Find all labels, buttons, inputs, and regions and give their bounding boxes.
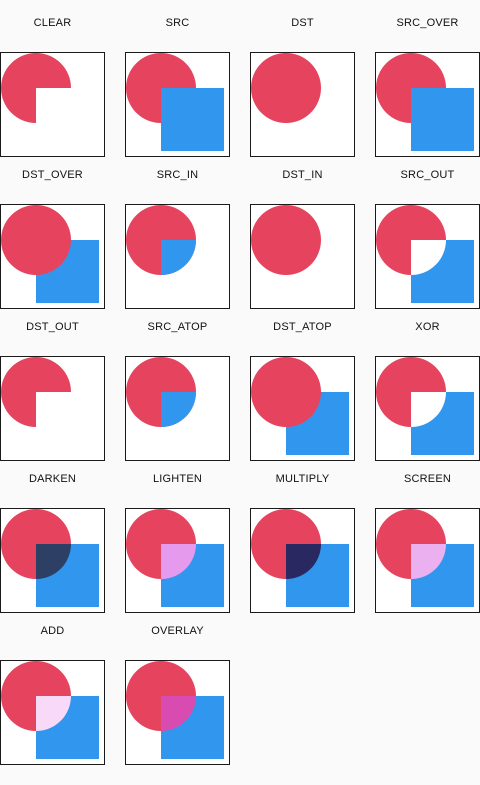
composite-preview [0,660,105,765]
dst-circle-shape [251,205,321,275]
mode-cell-dst: DST [250,7,375,159]
composite-canvas [1,205,99,303]
mode-cell-src-over: SRC_OVER [375,7,480,159]
mode-cell-dst-over: DST_OVER [0,159,125,311]
src-overlap-shape [161,240,196,275]
mode-cell-src-atop: SRC_ATOP [125,311,250,463]
composite-canvas [1,661,99,759]
composite-preview [0,508,105,613]
composite-preview [125,508,230,613]
mode-cell-add: ADD [0,615,125,767]
composite-canvas [1,357,71,427]
composite-preview [375,52,480,157]
composite-preview [250,508,355,613]
mode-cell-overlay: OVERLAY [125,615,250,767]
mode-cell-lighten: LIGHTEN [125,463,250,615]
composite-preview [250,52,355,157]
src-square-shape [411,392,474,455]
src-square-shape [411,88,474,151]
composite-canvas [126,205,196,275]
mode-cell-src: SRC [125,7,250,159]
composite-preview [375,204,480,309]
dst-circle-shape [1,53,71,123]
composite-preview [125,660,230,765]
src-square-shape [411,240,474,303]
composite-canvas [126,661,224,759]
composite-preview [0,356,105,461]
dst-circle-shape [1,357,71,427]
composite-preview [250,204,355,309]
blend-overlap-shape [161,544,196,579]
src-overlap-shape [161,392,196,427]
composite-preview [0,204,105,309]
mode-label: LIGHTEN [152,473,203,485]
mode-cell-dst-in: DST_IN [250,159,375,311]
mode-label: SRC_OUT [400,169,455,181]
composite-preview [375,356,480,461]
mode-label: OVERLAY [151,625,204,637]
blend-overlap-shape [411,544,446,579]
mode-label: SRC_IN [156,169,199,181]
composite-canvas [126,357,196,427]
mode-label: DST_ATOP [273,321,332,333]
mode-label: MULTIPLY [275,473,330,485]
mode-label: DARKEN [28,473,77,485]
blend-overlap-shape [286,544,321,579]
dst-circle-shape [251,357,321,427]
composite-preview [125,52,230,157]
composite-canvas [1,509,99,607]
mode-label: SRC [165,17,190,29]
mode-cell-screen: SCREEN [375,463,480,615]
composite-canvas [376,205,474,303]
blend-overlap-shape [36,696,71,731]
composite-canvas [376,357,474,455]
mode-label: SRC_ATOP [147,321,208,333]
composite-preview [0,52,105,157]
mode-label: DST_OVER [22,169,83,181]
composite-canvas [376,509,474,607]
mode-cell-multiply: MULTIPLY [250,463,375,615]
src-square-shape [161,88,224,151]
composite-canvas [376,53,474,151]
composite-preview [250,356,355,461]
composite-preview [125,356,230,461]
mode-cell-dst-out: DST_OUT [0,311,125,463]
mode-cell-clear: CLEAR [0,7,125,159]
composite-preview [375,508,480,613]
composite-canvas [126,509,224,607]
dst-circle-shape [376,357,446,427]
composite-canvas [251,205,321,275]
mode-cell-src-in: SRC_IN [125,159,250,311]
mode-label: SRC_OVER [396,17,459,29]
dst-circle-shape [376,205,446,275]
composite-preview [125,204,230,309]
mode-label: DST [291,17,314,29]
mode-cell-src-out: SRC_OUT [375,159,480,311]
mode-cell-dst-atop: DST_ATOP [250,311,375,463]
mode-label: ADD [40,625,65,637]
composite-canvas [251,53,321,123]
composite-canvas [251,357,349,455]
mode-label: CLEAR [33,17,72,29]
mode-label: XOR [415,321,440,333]
dst-circle-shape [251,53,321,123]
mode-label: DST_IN [282,169,323,181]
mode-label: DST_OUT [26,321,79,333]
mode-cell-xor: XOR [375,311,480,463]
mode-cell-darken: DARKEN [0,463,125,615]
composite-canvas [251,509,349,607]
composite-canvas [126,53,224,151]
blend-overlap-shape [36,544,71,579]
blend-overlap-shape [161,696,196,731]
dst-circle-shape [1,205,71,275]
mode-label: SCREEN [403,473,452,485]
composite-canvas [1,53,71,123]
